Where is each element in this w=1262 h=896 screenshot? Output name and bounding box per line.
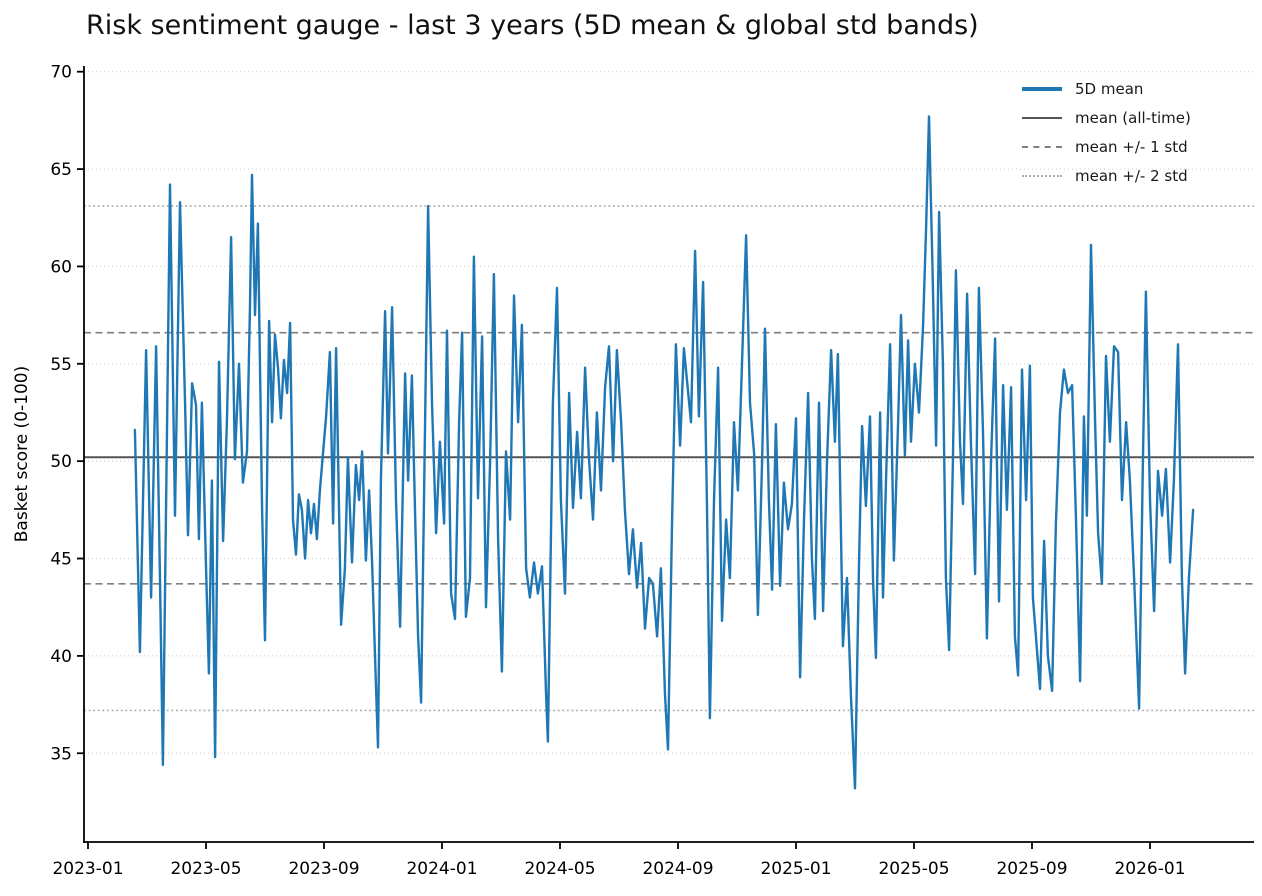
y-tick-label: 45 [50,550,72,570]
legend-label: 5D mean [1075,79,1144,98]
y-tick-label: 70 [50,63,72,83]
x-tick-label: 2023-09 [288,859,359,879]
y-tick-label: 40 [50,647,72,667]
legend-item-5d-mean: 5D mean [1022,74,1191,103]
x-tick-label: 2023-05 [170,859,241,879]
x-tick-label: 2025-09 [996,859,1067,879]
x-tick-label: 2024-09 [642,859,713,879]
legend-line-sample-dotted [1022,174,1062,177]
legend-line-sample-dashed [1022,145,1062,148]
y-tick-label: 35 [50,744,72,764]
legend-item-mean-alltime: mean (all-time) [1022,103,1191,132]
legend-label: mean +/- 2 std [1075,166,1188,185]
x-tick-label: 2023-01 [52,859,123,879]
x-tick-label: 2024-05 [524,859,595,879]
x-tick-label: 2026-01 [1114,859,1185,879]
series-line-5d-mean [133,115,1195,790]
legend-item-mean-1std: mean +/- 1 std [1022,132,1191,161]
y-tick-label: 65 [50,160,72,180]
legend: 5D mean mean (all-time) mean +/- 1 std m… [1022,74,1191,190]
x-tick-label: 2025-01 [760,859,831,879]
x-tick-label: 2025-05 [878,859,949,879]
legend-line-sample-solid-gray [1022,116,1062,119]
legend-label: mean +/- 1 std [1075,137,1188,156]
legend-line-sample-blue [1022,86,1062,91]
x-tick-label: 2024-01 [406,859,477,879]
legend-item-mean-2std: mean +/- 2 std [1022,161,1191,190]
chart-title: Risk sentiment gauge - last 3 years (5D … [86,10,979,41]
y-tick-label: 55 [50,355,72,375]
y-tick-label: 60 [50,257,72,277]
legend-label: mean (all-time) [1075,108,1191,127]
y-tick-label: 50 [50,452,72,472]
